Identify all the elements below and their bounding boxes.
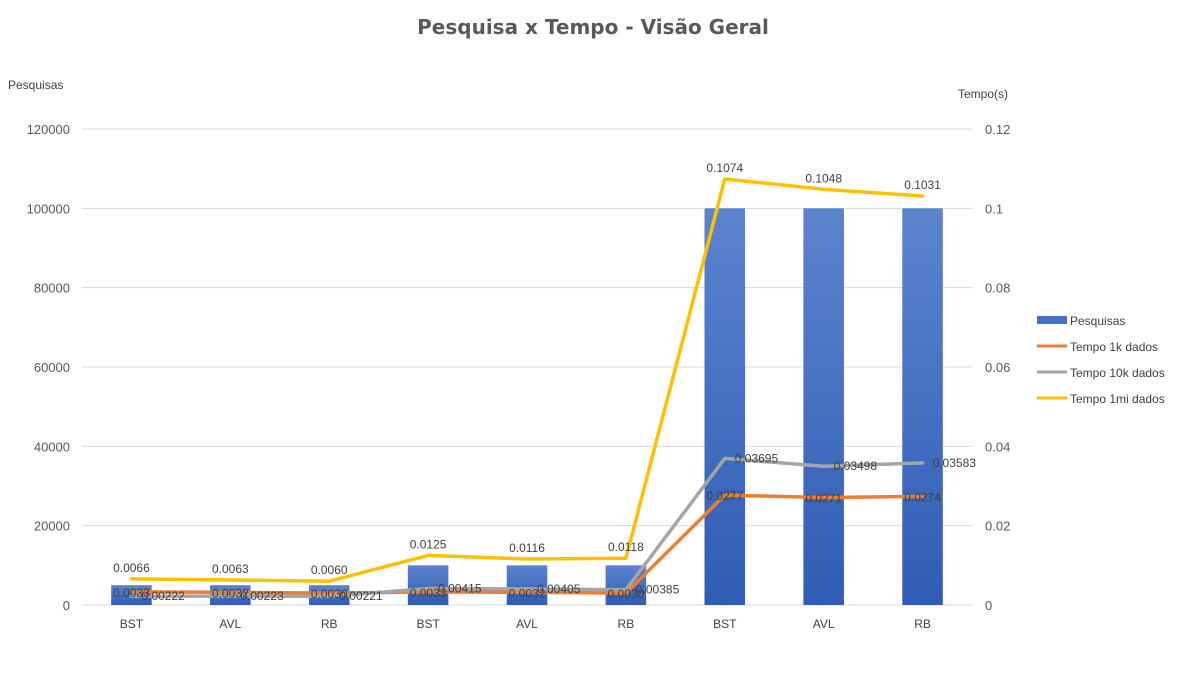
gridlines (82, 128, 972, 606)
bar-series (111, 208, 943, 606)
x-category-label: BST (120, 617, 144, 631)
data-label-2: 0.0118 (608, 540, 644, 554)
y-right-tick-label: 0.1 (985, 201, 1003, 216)
x-category-label: AVL (813, 617, 835, 631)
y-left-tick-label: 100000 (27, 201, 70, 216)
y-left-tick-label: 40000 (34, 439, 70, 454)
data-label-0: 0.0271 (805, 492, 842, 506)
chart-title: Pesquisa x Tempo - Visão Geral (417, 15, 769, 39)
x-axis-category-labels: BST AVL RB BST AVL RB BST AVL RB (120, 617, 931, 631)
y-left-tick-label: 20000 (34, 519, 70, 534)
data-labels: 0.0033 0.0032 0.0030 0.0033 0.0032 0.0030 0.02… (113, 161, 976, 603)
x-category-label: AVL (516, 617, 538, 631)
data-label-2: 0.0116 (509, 541, 545, 555)
data-label-0: 0.0032 (509, 586, 546, 600)
data-label-1: 0.03695 (735, 451, 779, 465)
x-category-label: AVL (219, 617, 241, 631)
data-label-1: 0.00405 (537, 582, 581, 596)
y-left-tick-label: 60000 (34, 360, 70, 375)
y-left-tick-label: 120000 (27, 122, 70, 137)
line-series (129, 177, 925, 598)
y-left-axis-ticks: 0 20000 40000 60000 80000 100000 120000 (27, 122, 70, 613)
legend-label: Tempo 10k dados (1070, 366, 1165, 380)
y-right-axis-title: Tempo(s) (958, 87, 1008, 101)
y-right-axis-ticks: 0 0.02 0.04 0.06 0.08 0.1 0.12 (985, 122, 1010, 613)
data-label-1: 0.03498 (834, 459, 878, 473)
y-left-tick-label: 80000 (34, 281, 70, 296)
bar-pesquisas (704, 208, 746, 606)
x-category-label: RB (321, 617, 338, 631)
data-label-1: 0.00415 (438, 582, 482, 596)
series-line-1 (129, 456, 925, 598)
y-right-tick-label: 0.12 (985, 122, 1010, 137)
data-label-2: 0.0060 (311, 563, 348, 577)
data-label-0: 0.0030 (311, 587, 348, 601)
x-category-label: BST (713, 617, 737, 631)
data-label-0: 0.0033 (410, 586, 447, 600)
bar-pesquisas (407, 565, 449, 605)
data-label-1: 0.00221 (339, 589, 383, 603)
data-label-0: 0.0032 (212, 586, 249, 600)
legend-label: Tempo 1k dados (1070, 340, 1158, 354)
data-label-1: 0.00222 (141, 589, 185, 603)
y-left-axis-title: Pesquisas (8, 78, 63, 92)
data-label-2: 0.0066 (113, 561, 150, 575)
data-label-0: 0.0274 (904, 490, 941, 504)
x-category-label: BST (416, 617, 440, 631)
data-label-2: 0.1048 (805, 171, 842, 185)
data-label-1: 0.00385 (636, 583, 680, 597)
series-line-0 (129, 493, 925, 595)
data-label-0: 0.0030 (608, 587, 645, 601)
data-label-2: 0.1031 (904, 178, 941, 192)
y-right-tick-label: 0.06 (985, 360, 1010, 375)
y-right-tick-label: 0 (985, 598, 992, 613)
legend-swatch (1037, 316, 1067, 324)
bar-pesquisas (506, 565, 548, 605)
legend-label: Tempo 1mi dados (1070, 392, 1165, 406)
legend: Pesquisas Tempo 1k dados Tempo 10k dados Te… (1037, 314, 1165, 406)
y-left-tick-label: 0 (63, 598, 70, 613)
x-category-label: RB (914, 617, 931, 631)
data-label-1: 0.03583 (933, 456, 977, 470)
series-line-2 (129, 177, 925, 583)
data-label-2: 0.0063 (212, 562, 249, 576)
bar-pesquisas (803, 208, 844, 606)
x-category-label: RB (618, 617, 635, 631)
y-right-tick-label: 0.02 (985, 519, 1010, 534)
legend-label: Pesquisas (1070, 314, 1125, 328)
data-label-0: 0.0277 (706, 489, 743, 503)
data-label-1: 0.00223 (240, 589, 284, 603)
y-right-tick-label: 0.04 (985, 439, 1010, 454)
data-label-2: 0.0125 (410, 537, 447, 551)
y-right-tick-label: 0.08 (985, 281, 1010, 296)
data-label-2: 0.1074 (706, 161, 743, 175)
bar-pesquisas (902, 208, 943, 606)
data-label-0: 0.0033 (113, 586, 150, 600)
